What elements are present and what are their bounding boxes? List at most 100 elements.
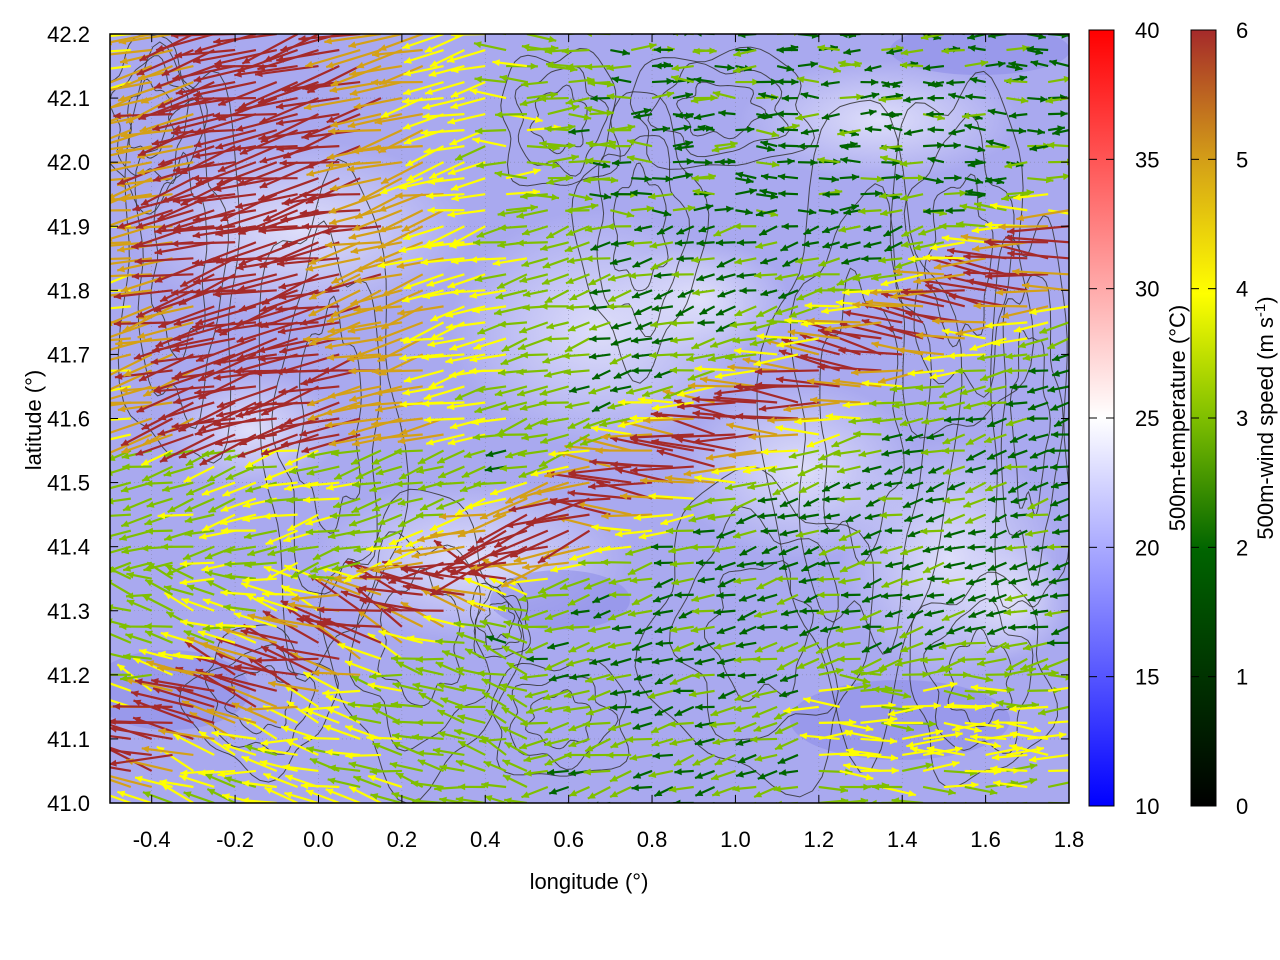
wind-arrow-head xyxy=(675,656,683,664)
terrain-contour xyxy=(909,571,1059,788)
wind-arrow-head xyxy=(891,797,900,803)
wind-arrow xyxy=(902,728,944,740)
wind-arrow xyxy=(1048,720,1069,724)
wind-arrow xyxy=(654,625,674,634)
wind-arrow-head xyxy=(439,796,447,803)
wind-arrow xyxy=(776,641,799,653)
wind-arrow xyxy=(214,673,278,692)
wind-arrow-head xyxy=(862,677,871,685)
wind-arrow-head xyxy=(610,659,619,667)
wind-arrow-head xyxy=(563,706,571,713)
wind-arrow-head xyxy=(542,693,551,701)
wind-arrow-head xyxy=(372,708,381,715)
wind-arrow xyxy=(410,780,444,789)
wind-arrow-head xyxy=(281,725,289,733)
wind-arrow-head xyxy=(260,739,269,746)
wind-arrow-head xyxy=(458,783,466,791)
wind-arrow-shaft xyxy=(110,652,132,660)
temperature-patch xyxy=(130,140,470,320)
wind-arrow xyxy=(586,641,611,653)
wind-arrow-head xyxy=(391,792,400,799)
wind-arrow-head xyxy=(378,629,387,637)
wind-arrow-head xyxy=(223,604,231,611)
wind-arrow-head xyxy=(247,613,256,621)
wind-arrow xyxy=(647,689,674,699)
wind-arrow xyxy=(110,306,111,308)
wind-arrow-shaft xyxy=(110,723,153,740)
wind-arrow xyxy=(712,737,736,746)
wind-arrow-head xyxy=(437,730,446,738)
wind-arrow xyxy=(479,619,507,628)
wind-arrow-head xyxy=(544,758,553,766)
wind-arrow-head xyxy=(750,736,758,743)
wind-arrow-shaft xyxy=(200,672,257,708)
wind-arrow-head xyxy=(65,329,73,336)
wind-arrow-head xyxy=(951,760,960,768)
wind-arrow-head xyxy=(82,451,90,458)
wind-arrow xyxy=(609,703,632,711)
wind-arrow-head xyxy=(632,689,641,697)
wind-arrow-head xyxy=(120,674,128,682)
wind-arrow-head xyxy=(391,655,399,662)
wind-arrow-shaft xyxy=(1048,769,1069,773)
wind-arrow-shaft xyxy=(227,685,278,708)
wind-arrow xyxy=(951,721,986,732)
wind-arrow xyxy=(262,615,319,628)
wind-arrow-head xyxy=(503,619,512,627)
wind-arrow xyxy=(860,753,899,762)
wind-arrow-head xyxy=(453,620,462,628)
wind-arrow xyxy=(990,765,1028,773)
wind-arrow-head xyxy=(587,645,595,653)
wind-arrow-head xyxy=(816,647,825,654)
wind-arrow-head xyxy=(327,777,336,785)
wind-arrow-head xyxy=(970,684,979,692)
wind-arrow xyxy=(964,625,986,633)
wind-arrow xyxy=(609,689,632,697)
wind-arrow-head xyxy=(390,701,399,709)
wind-arrow-head xyxy=(100,486,108,493)
wind-arrow-head xyxy=(587,792,596,799)
wind-arrow-shaft xyxy=(732,801,736,803)
wind-arrow-shaft xyxy=(206,708,257,724)
wind-arrow-shaft xyxy=(110,785,111,787)
wind-arrow-head xyxy=(166,611,175,619)
wind-arrow xyxy=(777,753,799,765)
wind-arrow xyxy=(181,597,215,612)
wind-arrow xyxy=(922,666,953,676)
wind-arrow-head xyxy=(987,628,996,635)
wind-arrow-head xyxy=(693,644,702,651)
terrain-contour xyxy=(647,61,790,158)
wind-arrow xyxy=(262,772,299,789)
wind-arrow-head xyxy=(347,701,356,709)
wind-arrow xyxy=(110,698,132,708)
wind-arrow xyxy=(141,594,174,612)
wind-arrow-head xyxy=(608,642,616,650)
wind-arrow-head xyxy=(89,285,97,292)
wind-arrow-head xyxy=(501,646,510,653)
wind-arrow xyxy=(881,785,917,797)
wind-arrow xyxy=(244,705,298,713)
wind-arrow xyxy=(995,699,1028,708)
wind-arrow-head xyxy=(865,773,874,781)
wind-arrow-head xyxy=(141,745,150,753)
wind-arrow-shaft xyxy=(194,655,257,676)
wind-arrow xyxy=(198,769,236,777)
wind-arrow-head xyxy=(263,773,272,780)
wind-arrow xyxy=(670,802,673,803)
wind-arrow-head xyxy=(631,707,639,714)
wind-arrow xyxy=(464,647,486,660)
wind-arrow-shaft xyxy=(359,598,423,612)
wind-arrow xyxy=(110,625,111,627)
wind-arrow xyxy=(202,624,236,632)
wind-arrow-head xyxy=(694,721,703,729)
wind-arrow-head xyxy=(142,791,151,798)
wind-arrow-head xyxy=(1002,642,1010,650)
wind-arrow xyxy=(818,667,844,676)
wind-arrow xyxy=(110,593,111,595)
wind-arrow xyxy=(542,689,569,701)
wind-arrow xyxy=(694,785,716,797)
wind-arrow xyxy=(544,625,569,634)
wind-arrow-head xyxy=(690,626,699,634)
wind-arrow-head xyxy=(459,684,467,692)
wind-arrow-head xyxy=(799,629,808,636)
